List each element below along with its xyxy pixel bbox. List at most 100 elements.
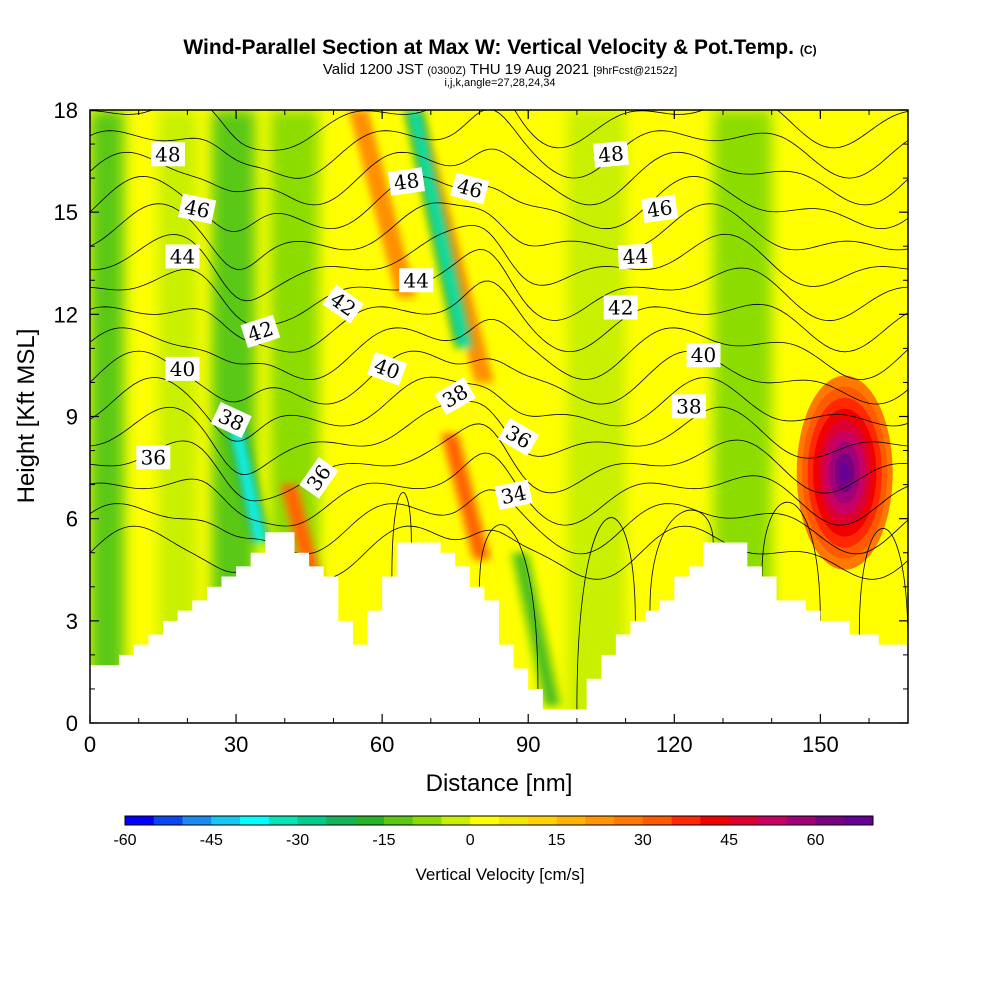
- updraft-core: [354, 110, 411, 298]
- colorbar-tick-label: 60: [807, 832, 825, 849]
- contour-label: 44: [399, 268, 434, 293]
- contour-label-text: 40: [170, 357, 195, 381]
- contour-label: 40: [165, 356, 200, 381]
- contour-label-box: [671, 394, 706, 419]
- colorbar-swatch: [441, 816, 471, 825]
- colorbar-label: Vertical Velocity [cm/s]: [415, 865, 584, 884]
- x-axis-label: Distance [nm]: [426, 770, 573, 797]
- contour-label-box: [593, 140, 629, 168]
- terrain-mask: [90, 532, 908, 723]
- contour-label-box: [240, 314, 281, 349]
- colorbar-tick-label: 45: [720, 832, 738, 849]
- colorbar-swatch: [757, 816, 788, 825]
- colorbar-tick-label: -15: [372, 832, 395, 849]
- colorbar-swatch: [240, 816, 270, 825]
- colorbar-swatch: [125, 816, 155, 825]
- contour-label-box: [165, 244, 200, 269]
- theta-contour-39: [90, 376, 908, 442]
- low-level-contour: [649, 509, 714, 611]
- contour-label-box: [399, 268, 434, 293]
- colorbar-swatch: [671, 816, 701, 825]
- contour-label-text: 34: [499, 480, 529, 509]
- contour-label-box: [165, 356, 200, 381]
- theta-contour-41: [90, 318, 908, 381]
- theta-contour-45: [90, 202, 908, 270]
- colorbar-swatch: [383, 816, 414, 825]
- colorbar-swatch: [297, 816, 327, 825]
- colorbar-tick-label: -45: [200, 832, 223, 849]
- contour-label: 46: [177, 193, 217, 225]
- colorbar-swatch: [470, 816, 500, 825]
- terrain: [90, 532, 908, 723]
- colorbar: -60 -45 -30 -15 0 15 30 45 60: [113, 815, 874, 849]
- low-level-contour: [391, 492, 412, 577]
- contour-label-text: 40: [691, 343, 716, 367]
- theta-contour-49: [90, 110, 908, 151]
- downdraft-core: [409, 110, 469, 349]
- contour-label-box: [322, 284, 364, 324]
- contour-label-box: [497, 418, 540, 456]
- downdraft-core: [229, 416, 265, 543]
- colorbar-swatch: [786, 816, 816, 825]
- contour-label: 40: [686, 343, 721, 368]
- x-tick-label: 120: [656, 732, 693, 757]
- contour-label-text: 38: [676, 394, 701, 418]
- contour-label-box: [210, 401, 252, 438]
- contour-label-text: 48: [597, 141, 624, 167]
- contour-label: 44: [165, 244, 200, 269]
- colorbar-swatch: [844, 816, 874, 825]
- contour-label-box: [434, 377, 476, 415]
- contour-label-text: 48: [155, 142, 180, 166]
- y-axis-label: Height [Kft MSL]: [13, 329, 40, 504]
- theta-contour-46: [90, 175, 908, 232]
- theta-contours: [90, 110, 908, 710]
- copyright-mark: (C): [799, 43, 817, 57]
- colorbar-tick-label: 30: [634, 832, 652, 849]
- contour-label-text: 46: [645, 195, 674, 222]
- contour-label-text: 36: [141, 445, 166, 469]
- colorbar-swatch: [211, 816, 241, 825]
- x-tick-label: 30: [224, 732, 248, 757]
- x-tick-label: 150: [802, 732, 839, 757]
- contour-label-box: [387, 167, 425, 196]
- colorbar-swatch: [815, 816, 845, 825]
- low-level-contour: [761, 501, 821, 621]
- y-tick-label: 15: [54, 200, 78, 225]
- low-level-contour: [479, 524, 539, 689]
- y-tick-label: 18: [54, 98, 78, 123]
- colorbar-swatch: [412, 816, 442, 825]
- theta-contour-40: [90, 350, 908, 405]
- colorbar-frame: [124, 815, 874, 826]
- colorbar-swatch: [182, 816, 212, 825]
- contour-label-box: [450, 172, 490, 205]
- theta-contour-38: [90, 401, 908, 476]
- chart-indices: i,j,k,angle=27,28,24,34: [444, 77, 556, 89]
- colorbar-tick-label: 15: [548, 832, 566, 849]
- contour-label-text: 44: [170, 244, 195, 268]
- colorbar-swatch: [700, 816, 730, 825]
- contour-label: 44: [617, 243, 653, 270]
- x-tick-label: 90: [516, 732, 540, 757]
- contour-label: 48: [387, 167, 425, 196]
- y-tick-label: 0: [66, 711, 78, 736]
- contour-label-box: [177, 193, 217, 225]
- colorbar-tick-label: 0: [466, 832, 475, 849]
- contour-label-text: 42: [608, 296, 633, 320]
- theta-contour-44: [90, 225, 908, 302]
- chart-title: Wind-Parallel Section at Max W: Vertical…: [183, 36, 817, 59]
- contour-label-text: 44: [622, 244, 649, 269]
- y-tick-label: 3: [66, 609, 78, 634]
- theta-contour-48: [90, 110, 908, 179]
- contour-label-box: [150, 142, 185, 167]
- y-tick-label: 12: [54, 302, 78, 327]
- contour-label-text: 48: [392, 168, 421, 195]
- contour-label-box: [641, 194, 679, 224]
- contour-label: 48: [593, 140, 629, 168]
- contour-label-box: [617, 243, 653, 270]
- colorbar-swatch: [268, 816, 299, 825]
- contour-label: 48: [150, 142, 185, 167]
- colorbar-swatch: [642, 816, 673, 825]
- contour-label-text: 44: [403, 268, 428, 292]
- contour-label-box: [603, 295, 638, 320]
